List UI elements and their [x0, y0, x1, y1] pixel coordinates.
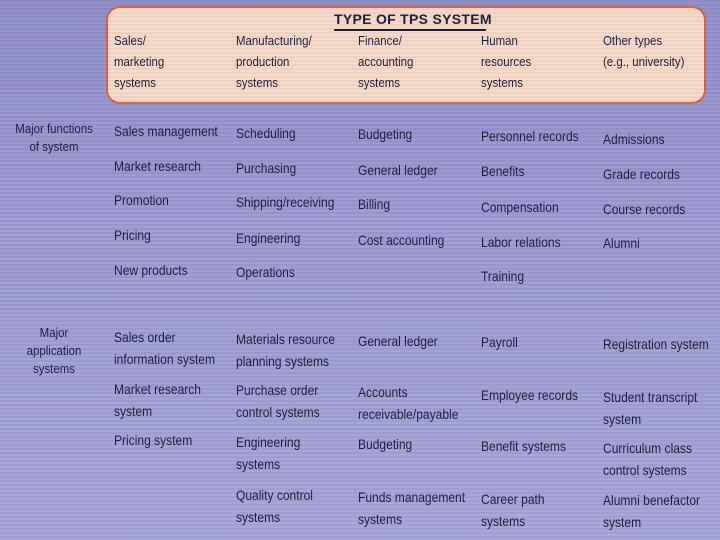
table-cell: General ledger	[358, 333, 438, 349]
table-cell: Promotion	[114, 192, 169, 208]
table-cell: Benefit systems	[481, 438, 566, 454]
table-cell: Career path	[481, 491, 545, 507]
table-cell: Cost accounting	[358, 232, 445, 248]
table-cell: Course records	[603, 201, 686, 217]
table-cell: Sales order	[114, 329, 176, 345]
table-cell: Payroll	[481, 334, 518, 350]
table-cell: system	[603, 411, 642, 427]
table-cell: system	[114, 403, 153, 419]
row-header-major-functions: Major functions of system	[15, 121, 93, 154]
table-cell: Alumni benefactor	[603, 492, 701, 508]
table-cell: Registration system	[603, 336, 709, 352]
column-header-sales: Sales/marketing systems	[114, 33, 165, 90]
table-cell: Alumni	[603, 235, 640, 251]
column-header-manufacturing: Manufacturing/production systems	[236, 33, 312, 90]
table-cell: Compensation	[481, 199, 559, 215]
table-cell: Scheduling	[236, 125, 296, 141]
table-cell: Student transcript	[603, 389, 698, 405]
table-cell: Purchase order	[236, 382, 319, 398]
table-cell: systems	[236, 456, 281, 472]
banner-title: TYPE OF TPS SYSTEM	[334, 11, 492, 27]
table-cell: Market research	[114, 158, 201, 174]
table-cell: Training	[481, 268, 525, 284]
table-cell: Purchasing	[236, 160, 297, 176]
table-cell: information system	[114, 351, 216, 367]
column-header-finance: Finance/accounting systems	[358, 33, 414, 90]
table-cell: Budgeting	[358, 436, 413, 452]
table-cell: Shipping/receiving	[236, 194, 335, 210]
table-cell: Employee records	[481, 387, 579, 403]
table-cell: Pricing system	[114, 432, 193, 448]
table-cell: Admissions	[603, 131, 665, 147]
table-cell: New products	[114, 262, 188, 278]
table-cell: Billing	[358, 196, 391, 212]
table-cell: Accounts	[358, 384, 408, 400]
table-cell: control systems	[236, 404, 320, 420]
table-cell: control systems	[603, 462, 687, 478]
table-cell: Quality control	[236, 487, 313, 503]
table-cell: Market research	[114, 381, 201, 397]
table-cell: planning systems	[236, 353, 330, 369]
table-cell: systems	[358, 511, 403, 527]
table-cell: Engineering	[236, 230, 301, 246]
table-cell: Engineering	[236, 434, 301, 450]
column-header-human-resources: Human resources systems	[481, 33, 532, 90]
table-cell: system	[603, 514, 642, 530]
table-cell: receivable/payable	[358, 406, 459, 422]
table-cell: systems	[481, 513, 526, 529]
table-cell: Grade records	[603, 166, 680, 182]
table-cell: Funds management	[358, 489, 466, 505]
table-cell: systems	[236, 509, 281, 525]
banner-title-underline	[334, 29, 486, 31]
tps-type-banner: TYPE OF TPS SYSTEM	[106, 6, 706, 104]
table-cell: Operations	[236, 264, 295, 280]
table-cell: Personnel records	[481, 128, 579, 144]
table-cell: Benefits	[481, 163, 525, 179]
table-cell: Budgeting	[358, 126, 413, 142]
column-header-other-types: Other types (e.g., university)	[603, 33, 685, 69]
table-cell: Labor relations	[481, 234, 561, 250]
table-cell: Materials resource	[236, 331, 336, 347]
table-cell: Pricing	[114, 227, 151, 243]
table-cell: Curriculum class	[603, 440, 692, 456]
table-cell: Sales management	[114, 123, 218, 139]
row-header-major-application-systems: Major application systems	[26, 325, 82, 376]
table-cell: General ledger	[358, 162, 438, 178]
